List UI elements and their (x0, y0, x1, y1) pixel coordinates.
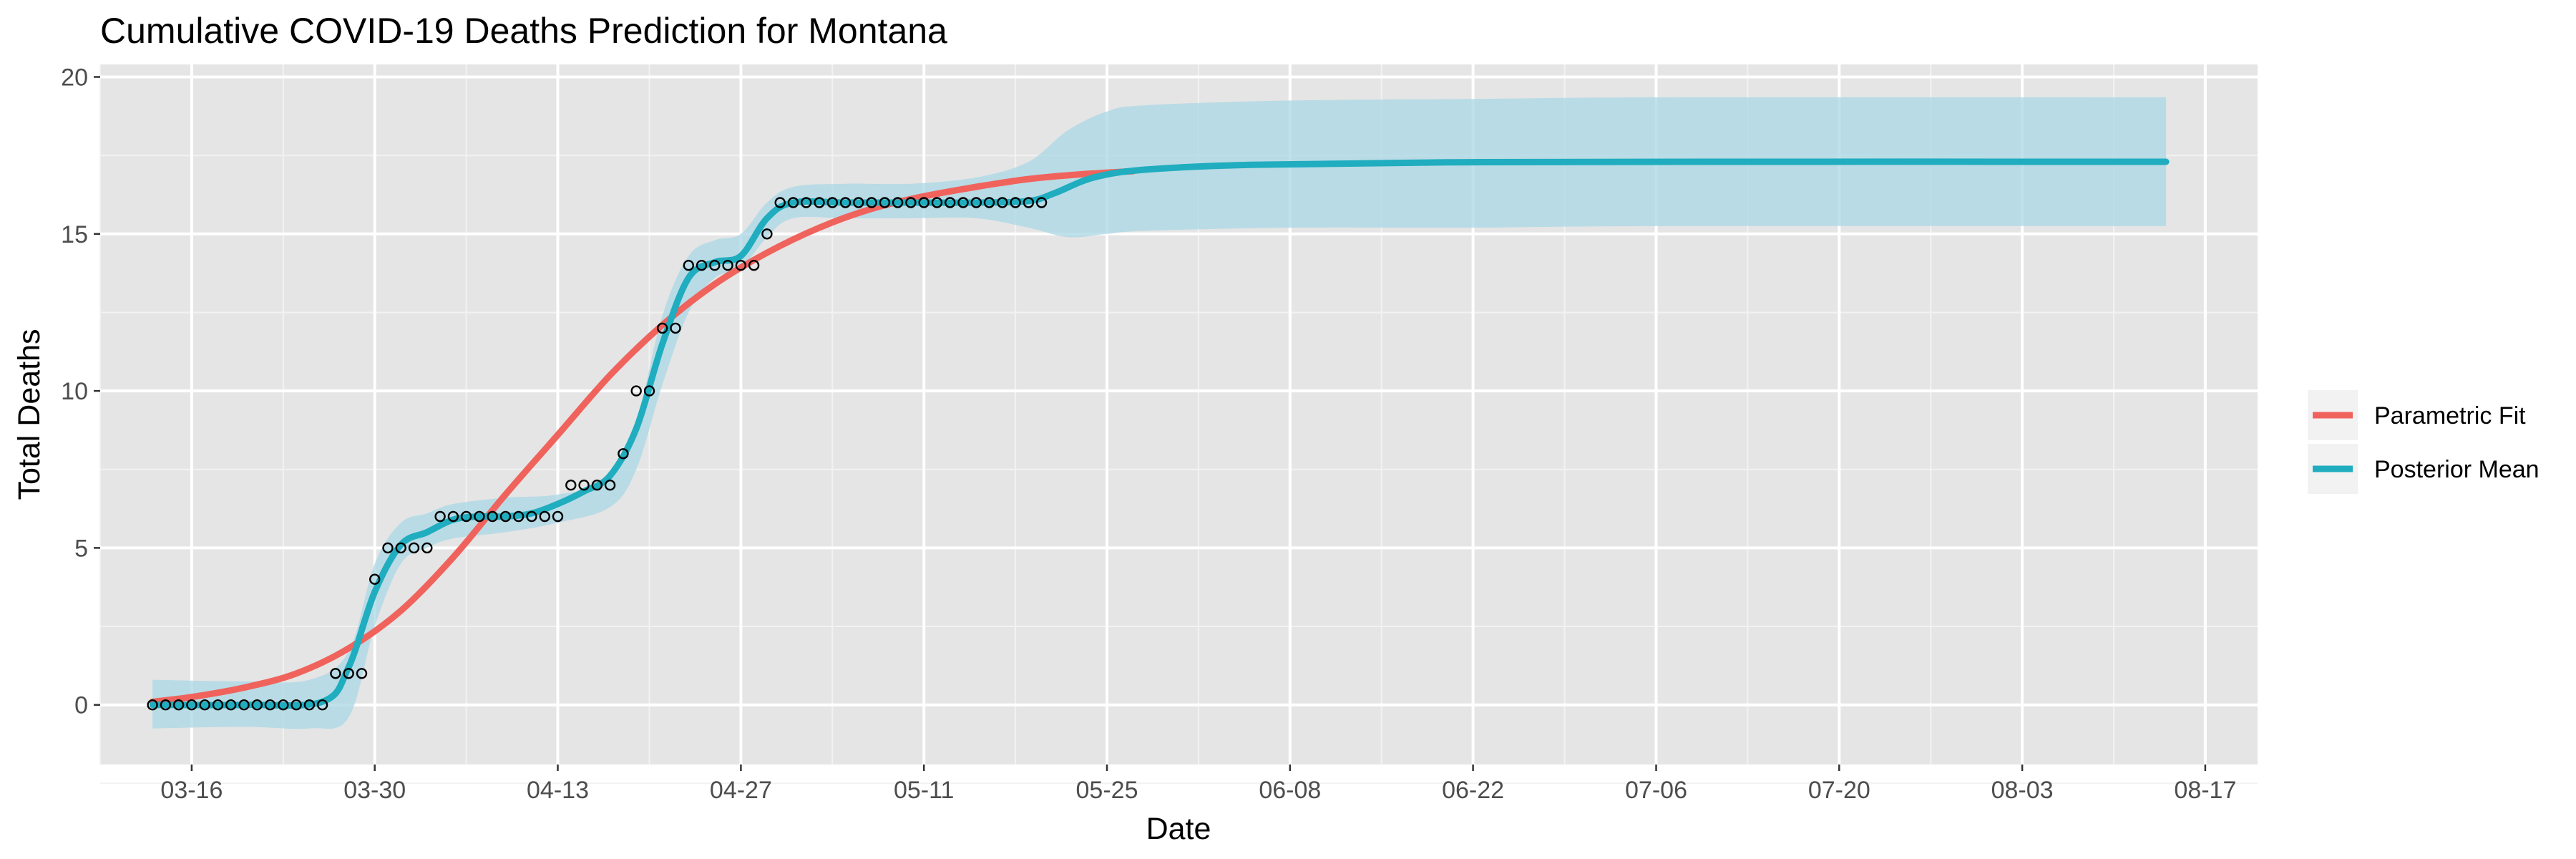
observed-point (774, 197, 786, 208)
observed-point (709, 260, 721, 271)
x-axis: 03-16 03-30 04-13 04-27 05-11 05-25 06-08 06-22… (160, 765, 2236, 804)
observed-point (291, 699, 302, 711)
observed-points-layer (147, 197, 1048, 711)
legend-entry-posterior-mean: Posterior Mean (2308, 444, 2540, 494)
observed-point (643, 385, 655, 397)
observed-point (683, 260, 694, 271)
observed-point (826, 197, 839, 208)
observed-point (278, 699, 289, 711)
x-tick-label: 06-22 (1442, 777, 1504, 804)
observed-point (931, 197, 943, 208)
observed-point (957, 197, 969, 208)
x-axis-title: Date (1146, 812, 1211, 846)
observed-point (853, 197, 864, 208)
observed-point (866, 197, 877, 208)
observed-point (552, 510, 564, 523)
observed-point (670, 322, 681, 334)
observed-point (330, 668, 341, 679)
observed-point (630, 385, 642, 397)
observed-point (212, 699, 224, 711)
observed-point (879, 197, 891, 208)
observed-point (238, 699, 250, 711)
observed-point (839, 197, 852, 208)
observed-point (905, 197, 917, 208)
observed-point (487, 510, 498, 523)
observed-point (147, 699, 158, 711)
y-tick-label: 15 (61, 221, 88, 248)
observed-point (434, 510, 446, 523)
y-tick-label: 0 (74, 692, 88, 719)
observed-point (735, 260, 747, 271)
observed-point (748, 260, 760, 271)
observed-point (499, 510, 512, 523)
observed-point (761, 228, 773, 240)
observed-point (447, 510, 459, 523)
x-tick-label: 03-30 (343, 777, 406, 804)
observed-point (722, 260, 733, 271)
x-tick-label: 06-08 (1259, 777, 1321, 804)
x-tick-label: 04-27 (710, 777, 772, 804)
observed-point (408, 542, 420, 554)
observed-point (696, 260, 708, 271)
legend-label-posterior-mean: Posterior Mean (2374, 456, 2540, 483)
observed-point (343, 668, 354, 679)
observed-point (997, 197, 1008, 208)
observed-point (303, 699, 316, 711)
chart-title: Cumulative COVID-19 Deaths Prediction fo… (100, 11, 947, 51)
observed-point (264, 699, 276, 711)
observed-point (565, 480, 577, 491)
x-tick-label: 08-17 (2174, 777, 2236, 804)
observed-point (421, 542, 433, 554)
observed-point (172, 699, 185, 711)
observed-point (918, 197, 930, 208)
observed-point (526, 510, 537, 523)
observed-point (395, 542, 406, 554)
observed-point (800, 197, 812, 208)
observed-point (604, 480, 616, 491)
observed-point (225, 699, 237, 711)
observed-point (657, 322, 668, 334)
observed-point (513, 510, 525, 523)
x-tick-label: 07-06 (1625, 777, 1687, 804)
observed-point (1023, 197, 1035, 208)
observed-point (382, 542, 394, 554)
y-tick-label: 5 (74, 535, 88, 562)
observed-point (460, 510, 472, 523)
legend-label-parametric-fit: Parametric Fit (2374, 402, 2526, 430)
observed-point (160, 699, 172, 711)
y-axis: 0 5 10 15 20 (61, 64, 100, 719)
observed-point (970, 197, 982, 208)
y-axis-title: Total Deaths (12, 329, 47, 500)
observed-point (539, 510, 550, 523)
observed-point (186, 699, 197, 711)
observed-point (814, 197, 825, 208)
observed-point (199, 699, 210, 711)
y-tick-label: 10 (61, 378, 88, 405)
observed-point (251, 699, 263, 711)
x-tick-label: 04-13 (527, 777, 589, 804)
observed-point (618, 448, 629, 460)
observed-point (369, 573, 381, 585)
observed-point (356, 668, 368, 679)
x-tick-label: 03-16 (160, 777, 223, 804)
legend: Parametric Fit Posterior Mean (2308, 390, 2540, 494)
y-tick-label: 20 (61, 64, 88, 92)
observed-point (944, 197, 956, 208)
legend-entry-parametric-fit: Parametric Fit (2308, 390, 2526, 440)
observed-point (474, 510, 485, 523)
x-tick-label: 08-03 (1991, 777, 2054, 804)
x-tick-label: 07-20 (1808, 777, 1870, 804)
observed-point (1035, 197, 1048, 208)
x-tick-label: 05-25 (1076, 777, 1138, 804)
observed-point (578, 480, 590, 491)
observed-point (316, 699, 328, 711)
observed-point (1010, 197, 1021, 208)
series-line-parametric-fit (149, 168, 1136, 705)
observed-point (892, 197, 904, 208)
x-tick-label: 05-11 (894, 777, 954, 804)
observed-point (787, 197, 799, 208)
observed-point (591, 480, 603, 491)
observed-point (983, 197, 995, 208)
